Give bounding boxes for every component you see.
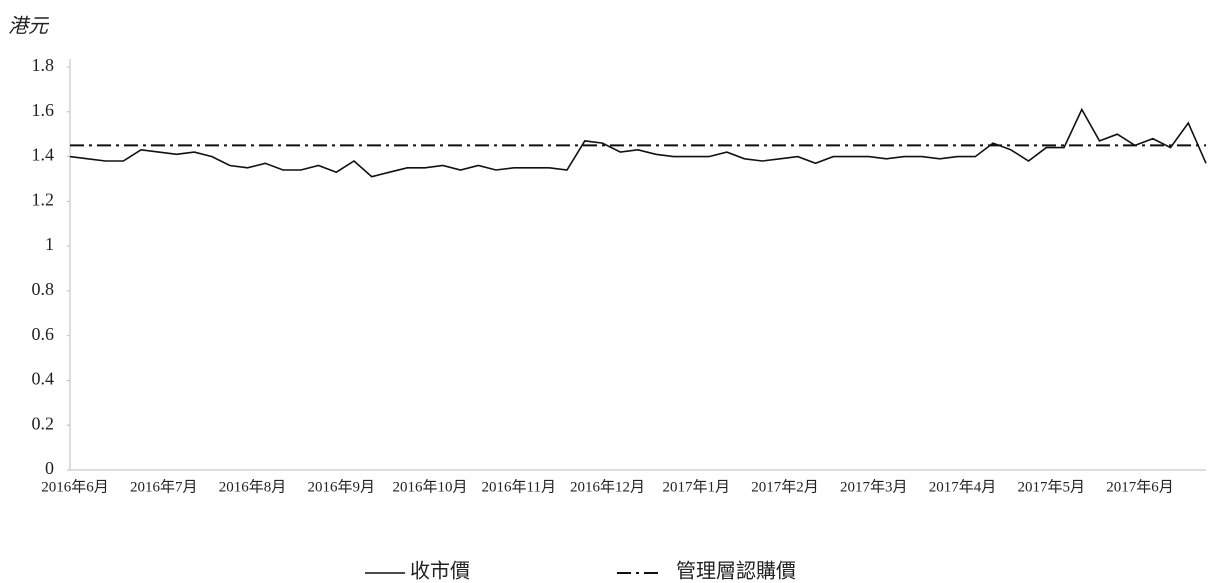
y-tick-label: 0.6 xyxy=(32,324,55,344)
legend-label: 收市價 xyxy=(410,560,470,583)
x-tick-label: 2016年8月 xyxy=(219,478,287,495)
y-tick-label: 0.2 xyxy=(32,413,55,433)
x-tick-label: 2016年9月 xyxy=(307,478,375,495)
x-tick-label: 2017年3月 xyxy=(840,478,908,495)
x-tick-label: 2016年12月 xyxy=(570,478,645,495)
y-tick-label: 1.6 xyxy=(32,100,55,120)
y-tick-label: 1.2 xyxy=(32,189,55,209)
y-tick-label: 0.4 xyxy=(32,369,55,389)
y-tick-label: 1.8 xyxy=(32,55,55,75)
x-tick-label: 2016年10月 xyxy=(392,478,467,495)
y-tick-label: 0.8 xyxy=(32,279,55,299)
y-tick-label: 0 xyxy=(45,458,54,478)
x-tick-label: 2017年2月 xyxy=(751,478,819,495)
x-tick-label: 2016年7月 xyxy=(130,478,198,495)
x-tick-label: 2016年11月 xyxy=(482,478,556,495)
x-tick-label: 2017年4月 xyxy=(929,478,997,495)
series-line xyxy=(69,107,1207,178)
y-tick-label: 1 xyxy=(45,234,54,254)
x-tick-label: 2017年1月 xyxy=(662,478,730,495)
y-axis-label: 港元 xyxy=(8,16,50,38)
y-tick-label: 1.4 xyxy=(32,145,55,165)
x-tick-label: 2017年6月 xyxy=(1106,478,1174,495)
x-tick-label: 2017年5月 xyxy=(1017,478,1085,495)
legend-label: 管理層認購價 xyxy=(676,560,796,583)
x-tick-label: 2016年6月 xyxy=(41,478,109,495)
